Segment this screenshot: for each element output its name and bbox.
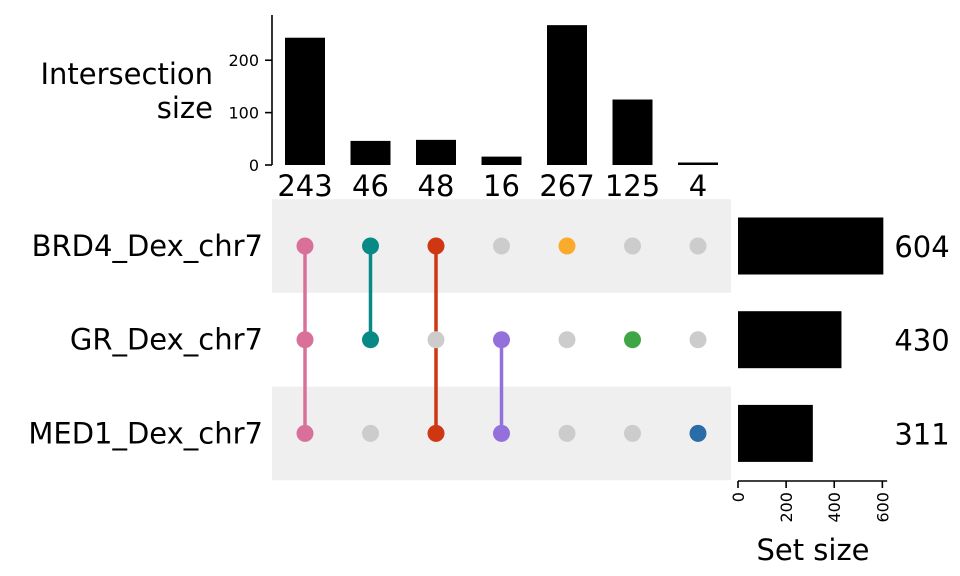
- matrix-dot-inactive: [624, 424, 641, 442]
- intersection-count-label: 243: [277, 169, 332, 203]
- matrix-dot-inactive: [558, 424, 576, 442]
- set-name-label: GR_Dex_chr7: [70, 323, 263, 357]
- intersection-bar: [350, 140, 391, 165]
- intersection-count-label: 125: [605, 169, 660, 203]
- set-size-bar: [738, 311, 842, 369]
- matrix-dot-inactive: [427, 331, 445, 349]
- intersection-count-label: 16: [483, 169, 520, 203]
- intersection-y-tick-label: 0: [249, 156, 259, 175]
- matrix-dot-inactive: [689, 331, 707, 349]
- matrix-dot-active: [362, 237, 379, 255]
- set-size-bar: [738, 404, 813, 462]
- matrix-dot-active: [689, 424, 707, 442]
- set-size-value-label: 604: [894, 230, 949, 264]
- set-name-label: BRD4_Dex_chr7: [32, 229, 263, 263]
- intersection-y-tick-label: 200: [228, 51, 259, 70]
- set-size-x-tick-label: 0: [729, 492, 748, 502]
- intersection-axis-title: size: [157, 91, 213, 125]
- set-size-bar: [738, 217, 884, 275]
- matrix-dot-active: [493, 424, 510, 442]
- set-size-x-tick-label: 200: [777, 492, 796, 523]
- matrix-dot-active: [296, 237, 314, 255]
- matrix-dot-active: [296, 331, 314, 349]
- matrix-dot-inactive: [624, 237, 641, 255]
- intersection-count-label: 4: [689, 169, 707, 203]
- matrix-dot-inactive: [689, 237, 707, 255]
- intersection-count-label: 267: [539, 169, 594, 203]
- matrix-dot-active: [493, 331, 510, 349]
- matrix-dot-active: [362, 331, 379, 349]
- matrix-dot-active: [427, 424, 445, 442]
- set-size-value-label: 430: [894, 324, 949, 358]
- matrix-dot-active: [427, 237, 445, 255]
- matrix-dot-inactive: [558, 331, 576, 349]
- intersection-bar: [678, 162, 718, 165]
- set-size-axis-title: Set size: [756, 533, 869, 567]
- intersection-bar: [285, 37, 325, 165]
- intersection-count-label: 48: [418, 169, 455, 203]
- matrix-dot-inactive: [493, 237, 510, 255]
- matrix-dot-inactive: [362, 424, 379, 442]
- intersection-bar: [612, 99, 653, 165]
- set-size-x-tick-label: 600: [873, 492, 892, 523]
- matrix-dot-active: [296, 424, 314, 442]
- set-name-label: MED1_Dex_chr7: [28, 416, 263, 450]
- matrix-dot-active: [558, 237, 576, 255]
- intersection-axis-title: Intersection: [40, 57, 213, 91]
- intersection-bar: [416, 139, 456, 165]
- intersection-bar: [547, 25, 587, 165]
- set-size-value-label: 311: [894, 417, 949, 451]
- intersection-count-label: 46: [352, 169, 389, 203]
- intersection-bar: [481, 156, 522, 165]
- matrix-dot-active: [624, 331, 641, 349]
- intersection-y-tick-label: 100: [228, 104, 259, 123]
- set-size-x-tick-label: 400: [825, 492, 844, 523]
